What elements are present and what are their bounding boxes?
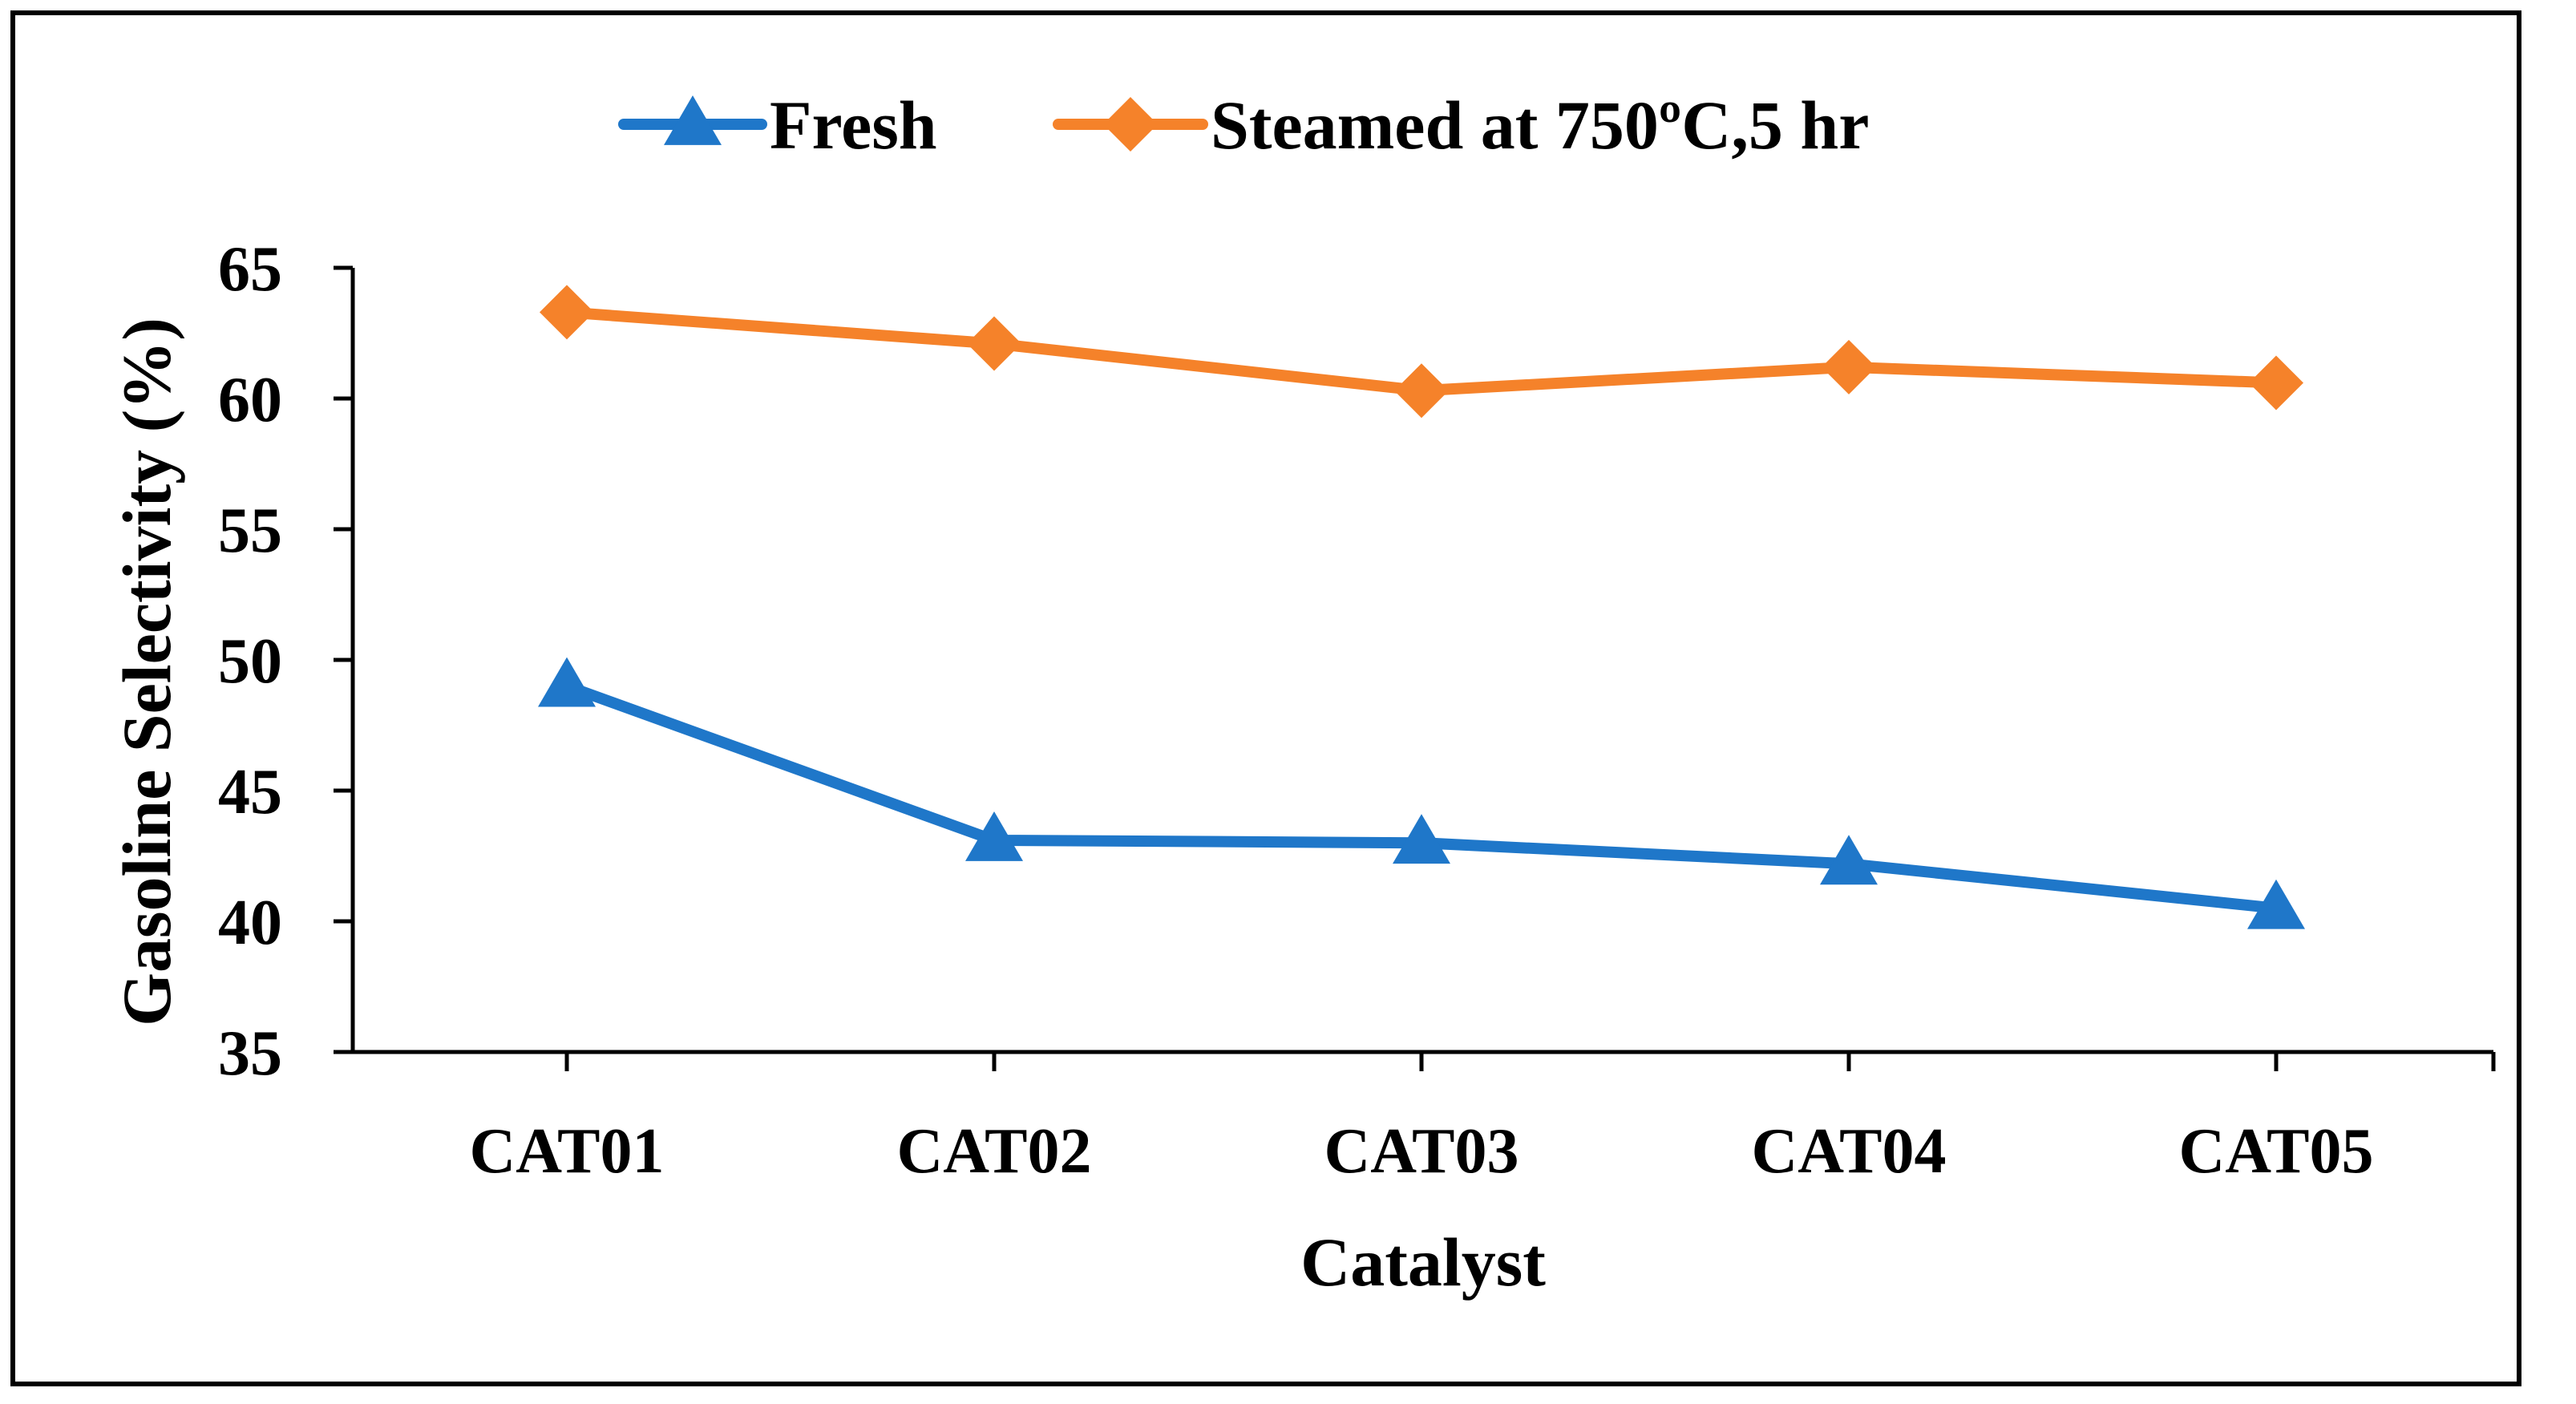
diamond-point-steamed — [967, 316, 1021, 371]
y-tick-label: 65 — [218, 234, 282, 305]
legend: Fresh Steamed at 750ºC,5 hr — [618, 87, 1869, 164]
y-axis-title: Gasoline Selectivity (%) — [108, 318, 185, 1026]
legend-diamond-icon — [1103, 97, 1158, 152]
legend-item-fresh: Fresh — [618, 87, 937, 164]
diamond-point-steamed — [540, 285, 594, 340]
triangle-point-fresh — [965, 811, 1023, 861]
triangle-point-fresh — [1393, 814, 1450, 864]
x-tick-label: CAT05 — [2179, 1116, 2374, 1187]
y-tick-label: 40 — [218, 888, 282, 958]
x-axis-title: Catalyst — [1300, 1224, 1546, 1301]
triangle-point-fresh — [2247, 879, 2305, 929]
legend-label: Steamed at 750ºC,5 hr — [1211, 87, 1869, 164]
x-axis: CAT01 CAT02 CAT03 CAT04 CAT05 — [353, 1050, 2496, 1187]
series-layer — [538, 285, 2305, 929]
x-tick-label: CAT02 — [897, 1116, 1092, 1187]
legend-label: Fresh — [770, 87, 937, 164]
legend-item-steamed: Steamed at 750ºC,5 hr — [1053, 87, 1869, 164]
triangle-point-fresh — [538, 657, 596, 707]
diamond-point-steamed — [1822, 339, 1876, 394]
y-tick-label: 55 — [218, 496, 282, 566]
legend-triangle-icon — [664, 95, 722, 145]
x-tick-label: CAT03 — [1324, 1116, 1519, 1187]
triangle-point-fresh — [1820, 835, 1878, 885]
y-axis: 35 40 45 50 55 60 65 — [218, 234, 355, 1089]
diamond-point-steamed — [1394, 363, 1449, 419]
series-fresh — [538, 657, 2305, 929]
series-steamed — [540, 285, 2303, 419]
x-tick-label: CAT04 — [1752, 1116, 1947, 1187]
y-tick-label: 50 — [218, 626, 282, 697]
y-tick-label: 35 — [218, 1018, 282, 1089]
x-tick-label: CAT01 — [470, 1116, 665, 1187]
y-tick-label: 60 — [218, 365, 282, 435]
diamond-point-steamed — [2249, 355, 2303, 411]
y-tick-label: 45 — [218, 757, 282, 827]
chart-frame — [10, 10, 2521, 1386]
